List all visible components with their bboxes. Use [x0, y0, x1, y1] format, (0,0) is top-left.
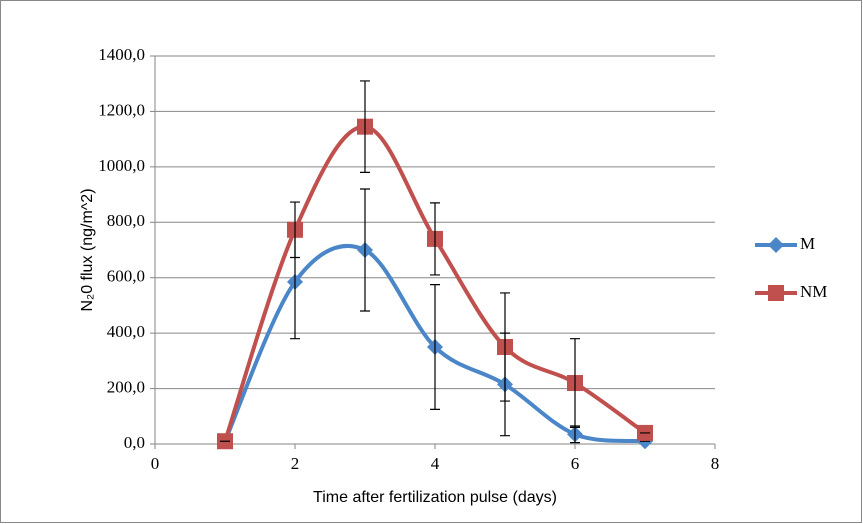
- y-tick-label: 1000,0: [98, 156, 145, 175]
- error-bar: [360, 188, 370, 312]
- y-tick-label: 1200,0: [98, 100, 145, 119]
- error-bar: [500, 292, 510, 402]
- y-tick-label: 600,0: [107, 267, 145, 286]
- y-tick-label: 800,0: [107, 211, 145, 230]
- x-axis-title: Time after fertilization pulse (days): [313, 489, 557, 506]
- error-bar: [430, 202, 440, 276]
- series-line: [223, 244, 646, 444]
- legend-label: NM: [800, 282, 827, 301]
- y-tick-label: 1400,0: [98, 45, 145, 64]
- legend-label: M: [800, 234, 815, 253]
- legend-marker: [768, 285, 784, 301]
- legend-marker: [768, 237, 784, 253]
- x-tick-label: 2: [291, 454, 300, 473]
- y-tick-label: 0,0: [124, 433, 145, 452]
- x-tick-label: 4: [431, 454, 440, 473]
- x-tick-label: 8: [711, 454, 720, 473]
- y-tick-label: 200,0: [107, 377, 145, 396]
- error-bar: [570, 338, 580, 428]
- y-axis-title: N₂0 flux (ng/m^2): [79, 188, 96, 311]
- y-tick-label: 400,0: [107, 322, 145, 341]
- x-tick-label: 0: [151, 454, 160, 473]
- x-tick-label: 6: [571, 454, 580, 473]
- error-bar: [430, 284, 440, 410]
- error-bar: [360, 80, 370, 173]
- error-bar: [290, 201, 300, 259]
